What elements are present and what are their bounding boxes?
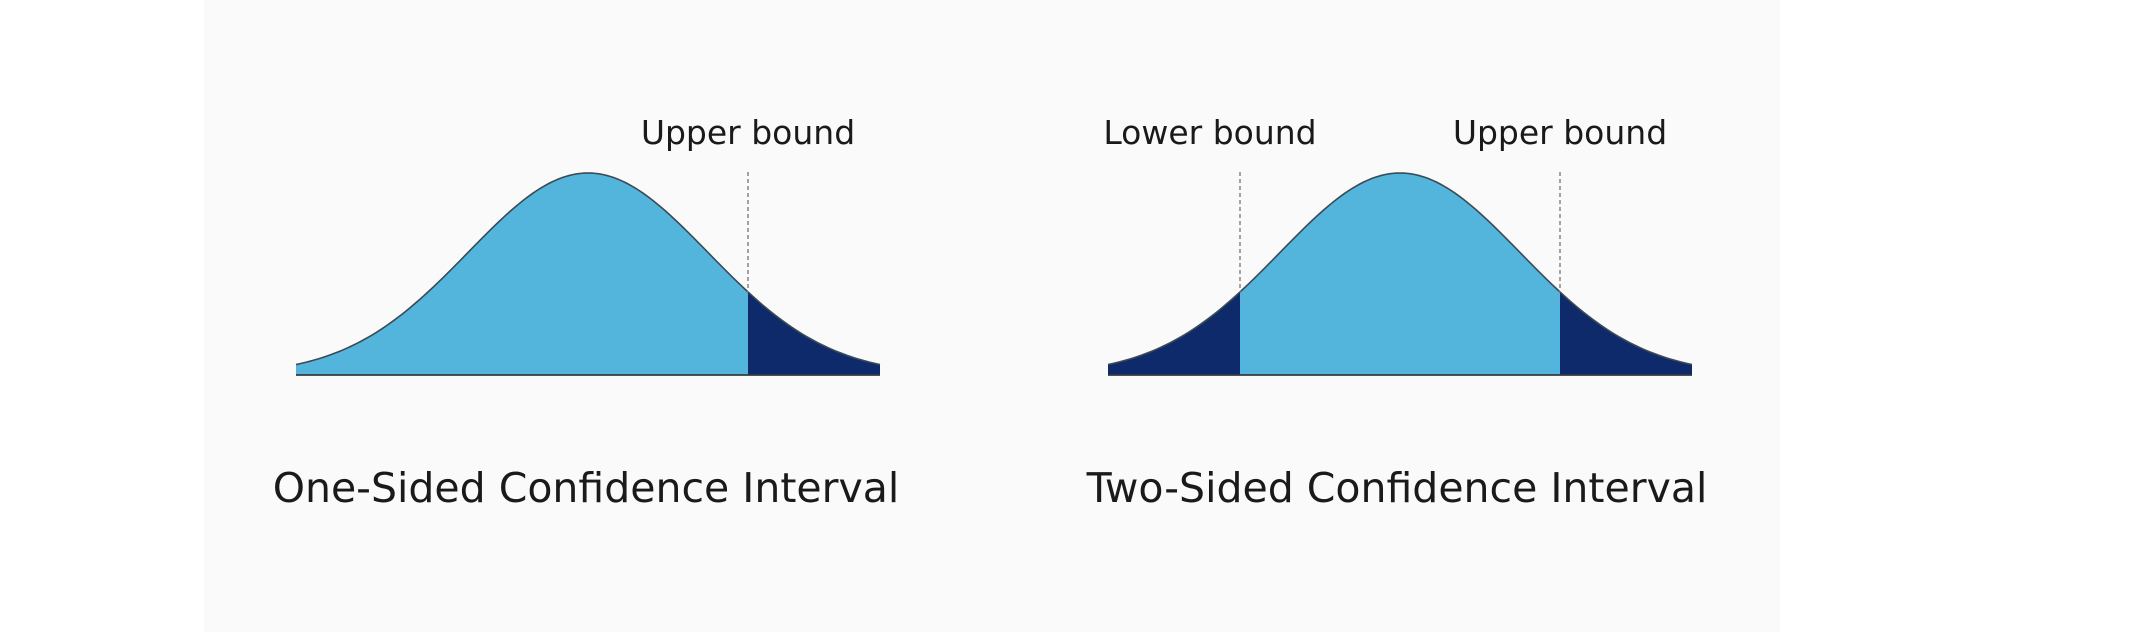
lower-bound-label: Lower bound [1103,113,1316,152]
two-sided-diagram: Lower bound Upper bound Two-Sided Confid… [1086,113,1708,512]
one-sided-diagram: Upper bound One-Sided Confidence Interva… [273,113,900,512]
confidence-region [1240,173,1560,375]
upper-bound-label: Upper bound [1453,113,1667,152]
upper-tail-region [748,291,880,375]
lower-tail-region [1108,291,1240,375]
bell-curve [1107,172,1693,366]
bell-curve [295,172,881,366]
upper-tail-region [1560,291,1692,375]
confidence-region [296,173,748,375]
upper-bound-label: Upper bound [641,113,855,152]
two-sided-caption: Two-Sided Confidence Interval [1086,464,1708,512]
one-sided-caption: One-Sided Confidence Interval [273,464,900,512]
